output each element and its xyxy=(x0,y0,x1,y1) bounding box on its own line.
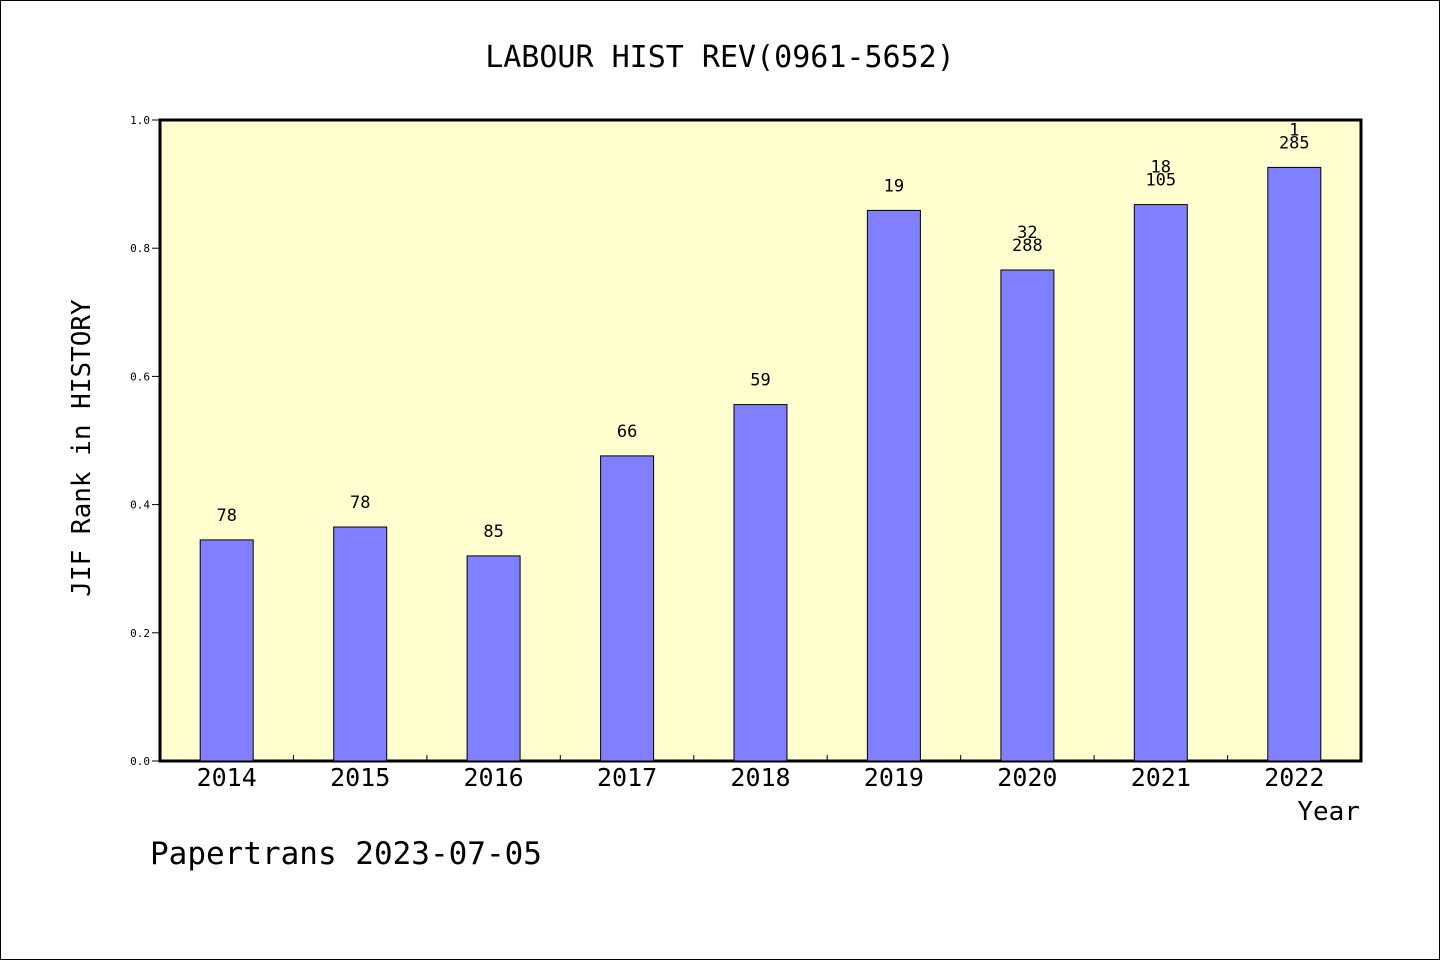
bar-2018 xyxy=(733,404,788,762)
bars-layer xyxy=(199,166,1322,762)
y-tick-label: 0.4 xyxy=(130,499,150,512)
x-axis: 2014 2015 2016 2017 2018 2019 2020 2021 2022 xyxy=(197,755,1324,792)
y-tick-label: 0.8 xyxy=(130,242,150,255)
bar-label-2014: 78 xyxy=(216,506,236,526)
x-tick-label-2020: 2020 xyxy=(997,763,1057,792)
y-tick-label: 0.0 xyxy=(130,755,150,768)
bar-label-2015: 78 xyxy=(350,493,370,513)
bar-label-2020-2: 288 xyxy=(1012,236,1043,256)
bar-2017 xyxy=(600,455,655,762)
x-axis-label: Year xyxy=(1297,797,1360,827)
x-tick-label-2022: 2022 xyxy=(1264,763,1324,792)
bar-label-2019: 19 xyxy=(884,176,904,196)
bar-2022 xyxy=(1267,166,1322,762)
bar-2014 xyxy=(199,539,254,762)
x-tick-label-2014: 2014 xyxy=(197,763,257,792)
y-axis: 0.0 0.2 0.4 0.6 0.8 1.0 xyxy=(130,114,160,768)
bar-label-2021-1: 18 xyxy=(1151,158,1171,178)
bar-label-2020-1: 32 xyxy=(1017,223,1037,243)
x-tick-label-2021: 2021 xyxy=(1131,763,1191,792)
bar-label-2021-2: 105 xyxy=(1145,171,1176,191)
bar-label-2016: 85 xyxy=(483,522,503,542)
bar-label-2018: 59 xyxy=(750,371,770,391)
y-tick-label: 0.2 xyxy=(130,627,150,640)
x-tick-label-2015: 2015 xyxy=(330,763,390,792)
x-tick-label-2017: 2017 xyxy=(597,763,657,792)
footer-credit: Papertrans 2023-07-05 xyxy=(150,836,542,872)
x-tick-label-2016: 2016 xyxy=(463,763,523,792)
bar-2020 xyxy=(1000,269,1055,762)
bar-2021 xyxy=(1133,204,1188,762)
x-tick-label-2019: 2019 xyxy=(864,763,924,792)
y-axis-label: JIF Rank in HISTORY xyxy=(67,299,97,597)
bar-label-2022-2: 285 xyxy=(1279,133,1310,153)
y-tick-label: 0.6 xyxy=(130,370,150,383)
bar-2015 xyxy=(333,526,388,762)
bar-2019 xyxy=(866,209,921,762)
bar-2016 xyxy=(466,555,521,762)
bar-label-2022-1: 1 xyxy=(1289,120,1299,140)
chart-title: LABOUR HIST REV(0961-5652) xyxy=(485,40,955,75)
y-tick-label: 1.0 xyxy=(130,114,150,127)
x-tick-label-2018: 2018 xyxy=(730,763,790,792)
bar-label-2017: 66 xyxy=(617,422,637,442)
